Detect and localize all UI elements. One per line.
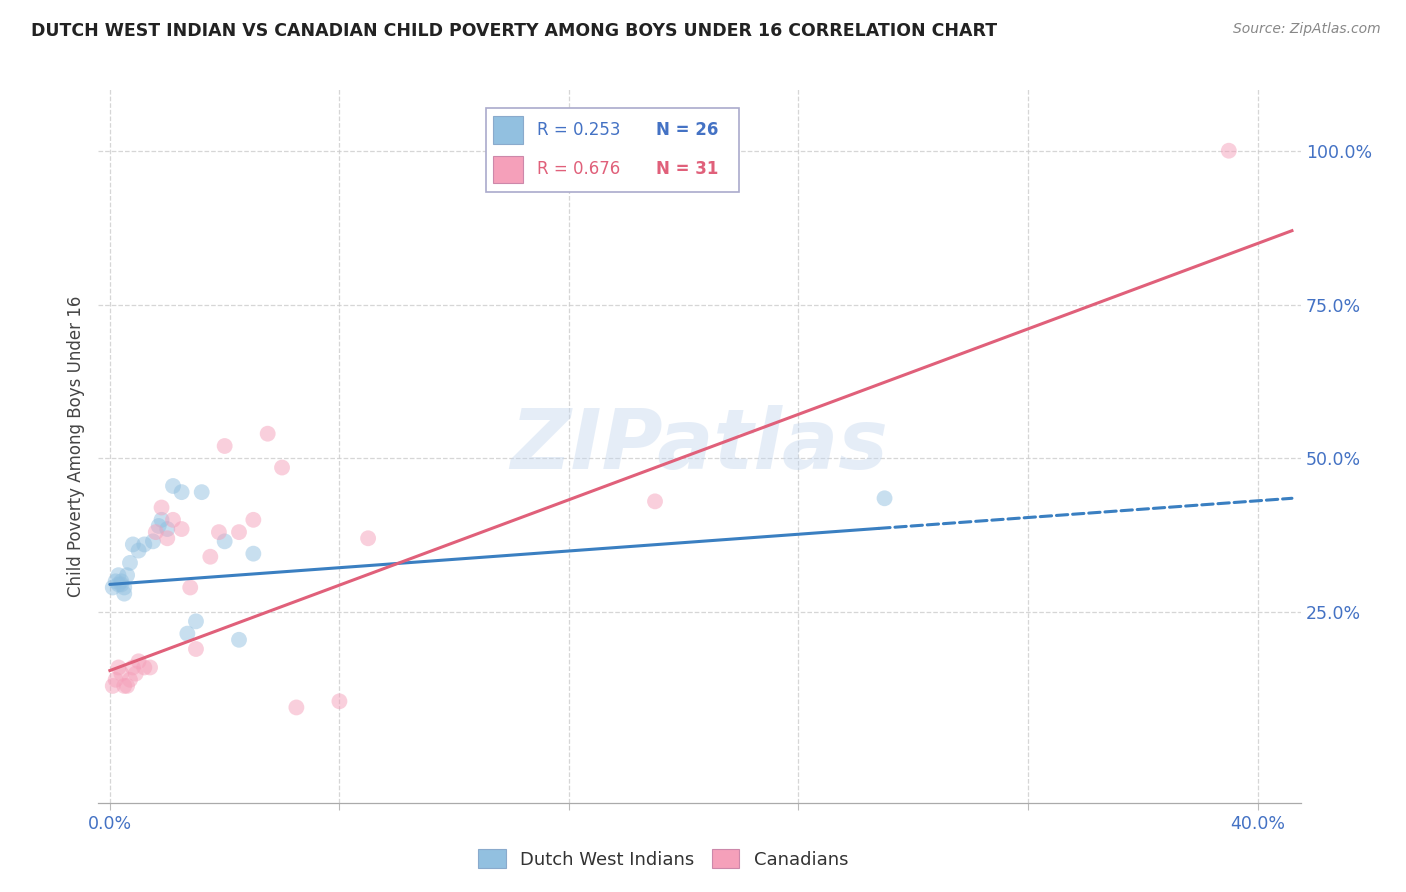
Point	[1218, 144, 1240, 158]
Point	[242, 513, 264, 527]
Point	[134, 660, 156, 674]
Point	[110, 577, 132, 591]
Point	[128, 543, 150, 558]
Point	[228, 632, 250, 647]
Point	[156, 522, 179, 536]
Point	[156, 531, 179, 545]
Point	[118, 556, 141, 570]
Text: DUTCH WEST INDIAN VS CANADIAN CHILD POVERTY AMONG BOYS UNDER 16 CORRELATION CHAR: DUTCH WEST INDIAN VS CANADIAN CHILD POVE…	[31, 22, 997, 40]
Point	[121, 537, 143, 551]
Point	[328, 694, 350, 708]
Text: N = 26: N = 26	[657, 120, 718, 139]
Point	[115, 679, 138, 693]
Point	[150, 500, 173, 515]
Point	[148, 519, 170, 533]
Point	[214, 439, 236, 453]
Point	[101, 581, 124, 595]
Point	[107, 660, 129, 674]
Point	[112, 587, 135, 601]
Point	[101, 679, 124, 693]
Point	[104, 574, 127, 589]
Point	[873, 491, 896, 506]
Point	[256, 426, 278, 441]
Text: N = 31: N = 31	[657, 161, 718, 178]
FancyBboxPatch shape	[494, 156, 523, 183]
Point	[150, 513, 173, 527]
Point	[200, 549, 222, 564]
FancyBboxPatch shape	[485, 108, 740, 192]
Text: Source: ZipAtlas.com: Source: ZipAtlas.com	[1233, 22, 1381, 37]
Point	[115, 568, 138, 582]
Y-axis label: Child Poverty Among Boys Under 16: Child Poverty Among Boys Under 16	[66, 295, 84, 597]
Point	[107, 577, 129, 591]
Point	[107, 568, 129, 582]
Point	[170, 485, 193, 500]
Point	[242, 547, 264, 561]
Point	[112, 581, 135, 595]
Point	[228, 525, 250, 540]
Point	[170, 522, 193, 536]
Point	[121, 660, 143, 674]
Point	[134, 537, 156, 551]
Point	[128, 654, 150, 668]
Point	[190, 485, 212, 500]
Point	[110, 666, 132, 681]
Point	[104, 673, 127, 687]
Point	[285, 700, 308, 714]
Point	[214, 534, 236, 549]
Point	[145, 525, 167, 540]
Point	[184, 615, 207, 629]
Point	[644, 494, 666, 508]
Point	[271, 460, 294, 475]
FancyBboxPatch shape	[494, 117, 523, 144]
Point	[139, 660, 162, 674]
Text: R = 0.676: R = 0.676	[537, 161, 620, 178]
Point	[176, 626, 198, 640]
Point	[208, 525, 231, 540]
Text: ZIPatlas: ZIPatlas	[510, 406, 889, 486]
Point	[179, 581, 201, 595]
Point	[142, 534, 165, 549]
Point	[110, 574, 132, 589]
Legend: Dutch West Indians, Canadians: Dutch West Indians, Canadians	[471, 842, 856, 876]
Point	[112, 679, 135, 693]
Text: R = 0.253: R = 0.253	[537, 120, 621, 139]
Point	[357, 531, 380, 545]
Point	[184, 642, 207, 657]
Point	[162, 513, 184, 527]
Point	[162, 479, 184, 493]
Point	[125, 666, 148, 681]
Point	[118, 673, 141, 687]
